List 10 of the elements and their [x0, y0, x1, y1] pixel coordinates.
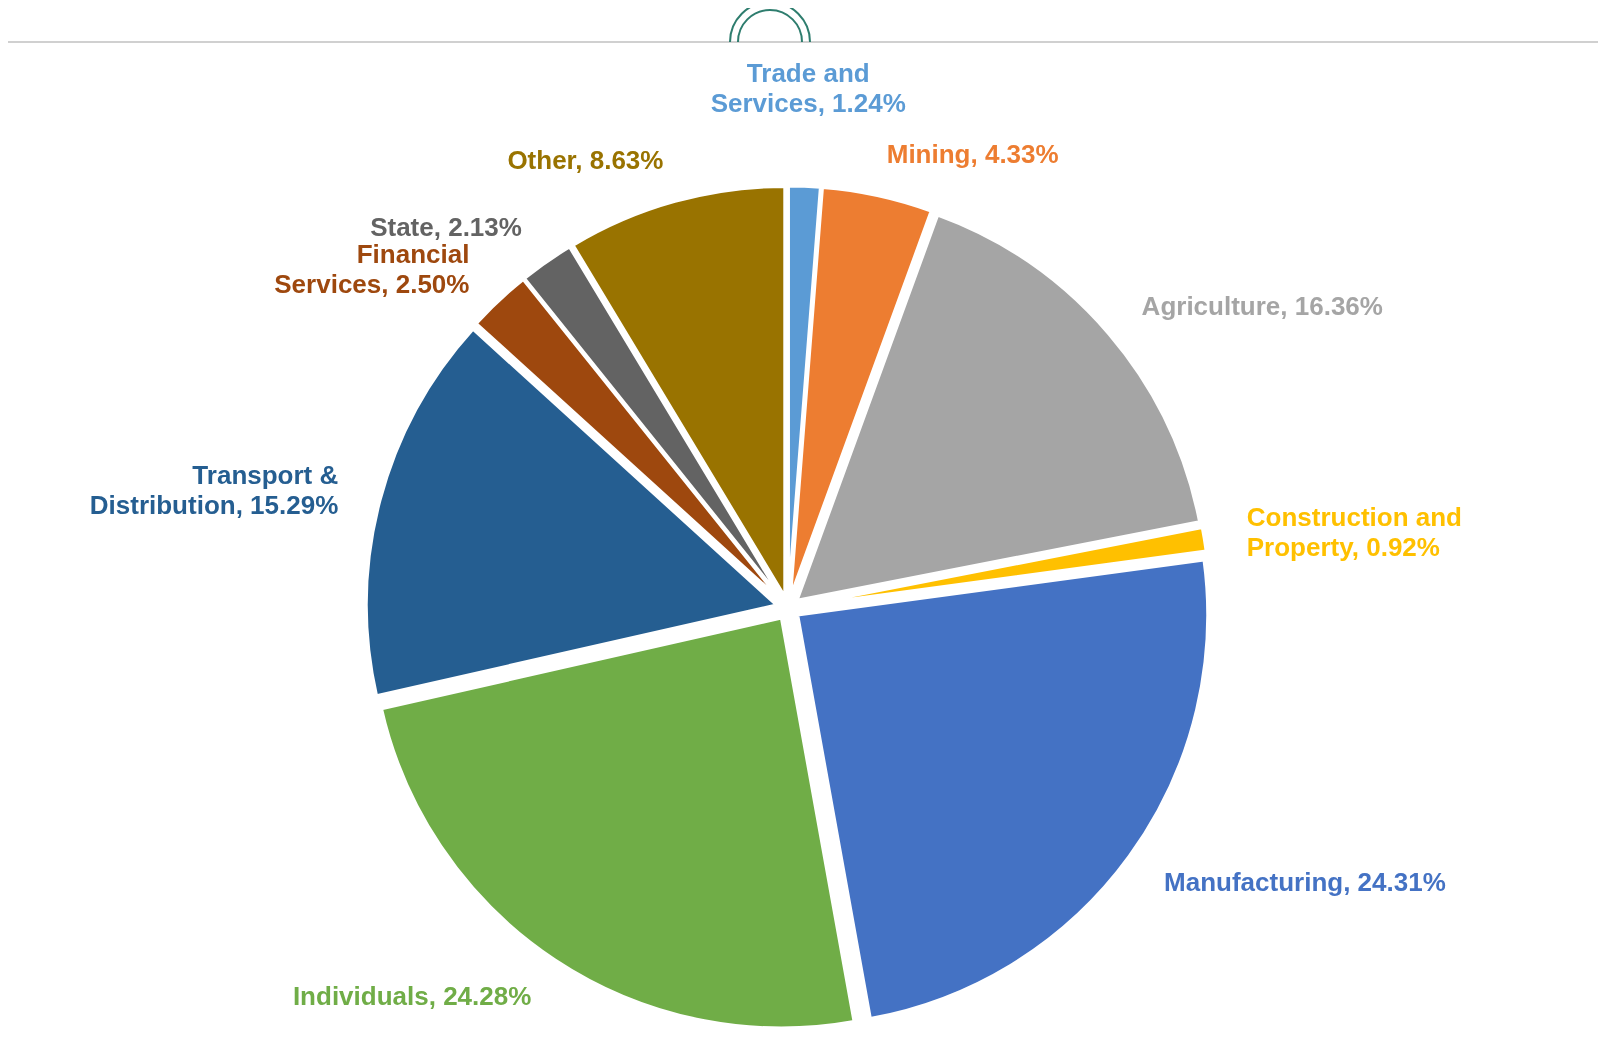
slice-label: Individuals, 24.28% [292, 980, 532, 1011]
slice-label: Manufacturing, 24.31% [1164, 866, 1446, 897]
slice-label: Financial Services, 2.50% [274, 239, 470, 300]
slice-label: State, 2.13% [370, 211, 522, 242]
slice-label: Trade and Services, 1.24% [710, 58, 906, 119]
slice-label: Construction and Property, 0.92% [1246, 502, 1462, 563]
slice-label: Other, 8.63% [507, 144, 664, 175]
slice-label: Agriculture, 16.36% [1141, 291, 1383, 322]
slice-label: Mining, 4.33% [886, 138, 1059, 169]
slice-label: Transport & Distribution, 15.29% [89, 459, 339, 520]
